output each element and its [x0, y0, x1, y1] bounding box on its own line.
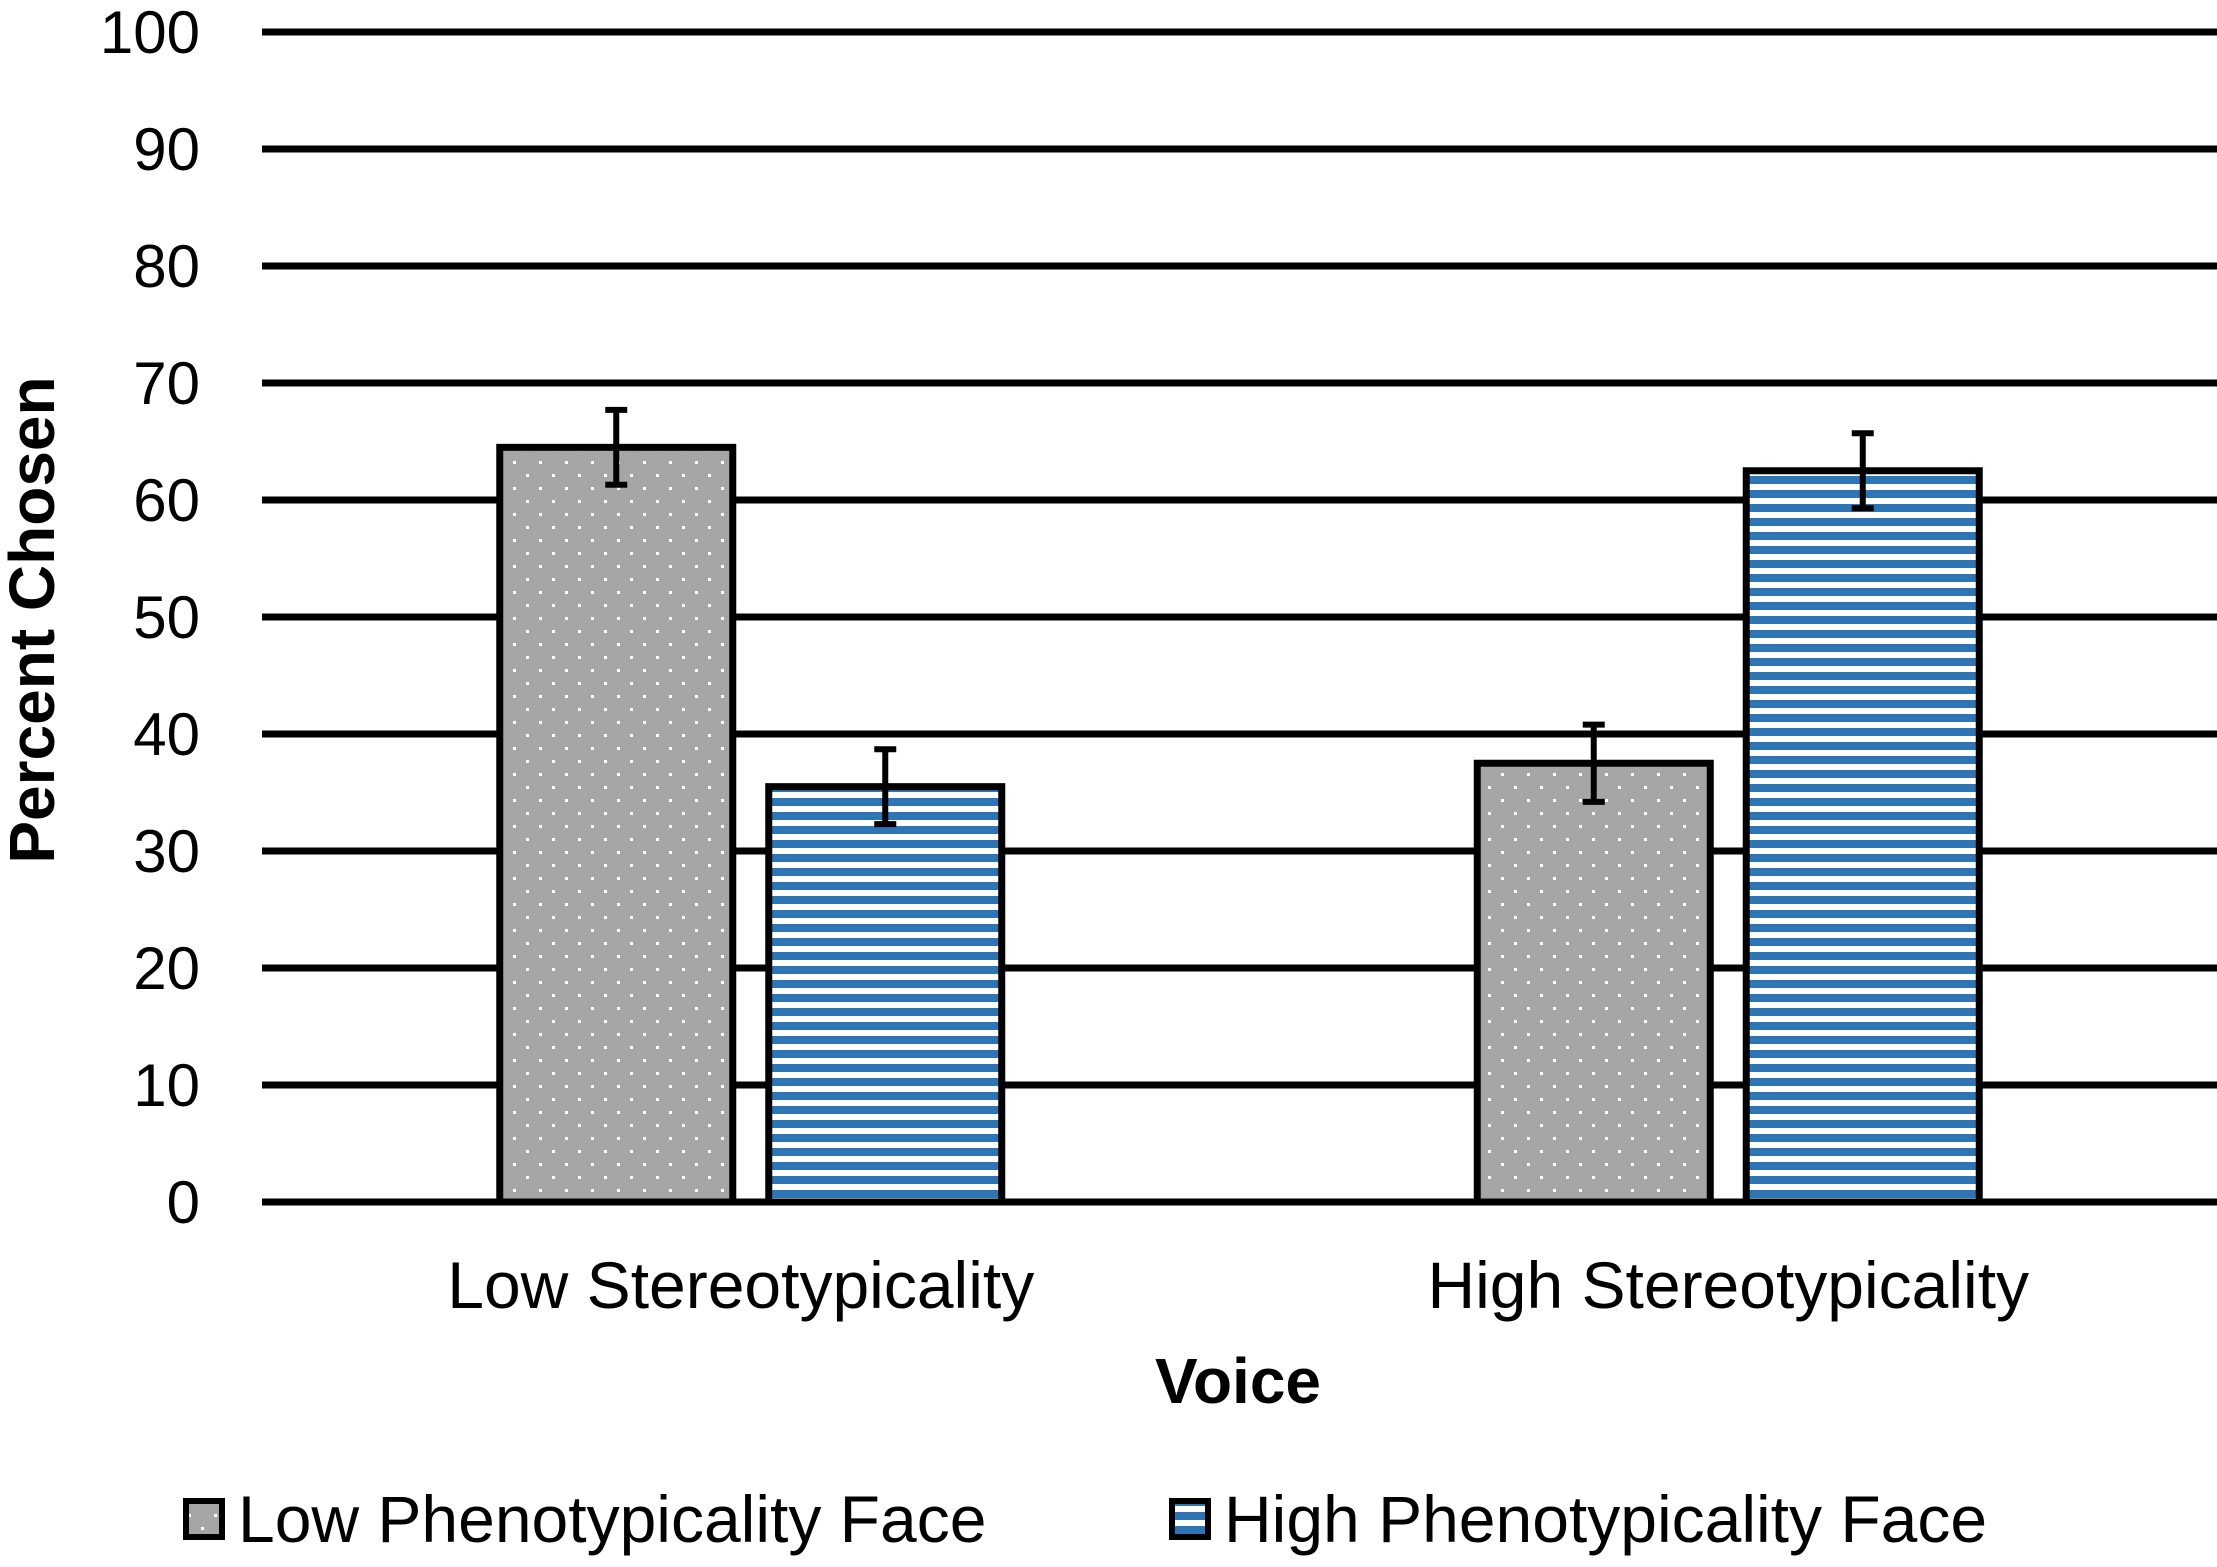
y-tick-label: 10	[133, 1052, 200, 1119]
error-bar	[1851, 430, 1874, 512]
y-tick-label: 30	[133, 818, 200, 885]
error-bars	[605, 406, 1874, 828]
x-axis-categories: Low Stereotypicality High Stereotypicalit…	[447, 1248, 2029, 1322]
legend-swatch	[183, 1498, 225, 1540]
y-tick-label: 80	[133, 233, 200, 300]
y-tick-label: 60	[133, 467, 200, 534]
bar	[1742, 467, 1983, 1206]
error-bar	[874, 746, 897, 828]
legend-item: High Phenotypicality Face	[1169, 1482, 1987, 1556]
x-axis-title: Voice	[1155, 1345, 1321, 1417]
y-tick-label: 90	[133, 116, 200, 183]
legend: Low Phenotypicality Face High Phenotypica…	[183, 1482, 1987, 1556]
y-tick-label: 20	[133, 935, 200, 1002]
bar	[765, 783, 1006, 1206]
error-bar	[605, 406, 628, 488]
y-tick-label: 0	[167, 1169, 200, 1236]
legend-item: Low Phenotypicality Face	[183, 1482, 986, 1556]
x-tick-label: High Stereotypicality	[1427, 1248, 2029, 1322]
y-tick-label: 70	[133, 350, 200, 417]
y-tick-label: 100	[100, 0, 200, 66]
y-tick-label: 50	[133, 584, 200, 651]
x-tick-label: Low Stereotypicality	[447, 1248, 1034, 1322]
bar	[496, 443, 737, 1206]
y-tick-label: 40	[133, 701, 200, 768]
y-axis-ticks: 0 10 20 30 40 50 60 70 80 90 100	[100, 0, 200, 1236]
legend-label: Low Phenotypicality Face	[238, 1482, 986, 1556]
bars	[496, 443, 1983, 1206]
legend-swatch	[1169, 1498, 1211, 1540]
bar	[1473, 759, 1714, 1206]
legend-label: High Phenotypicality Face	[1224, 1482, 1987, 1556]
y-axis-title: Percent Chosen	[0, 376, 68, 863]
error-bar	[1582, 721, 1605, 805]
